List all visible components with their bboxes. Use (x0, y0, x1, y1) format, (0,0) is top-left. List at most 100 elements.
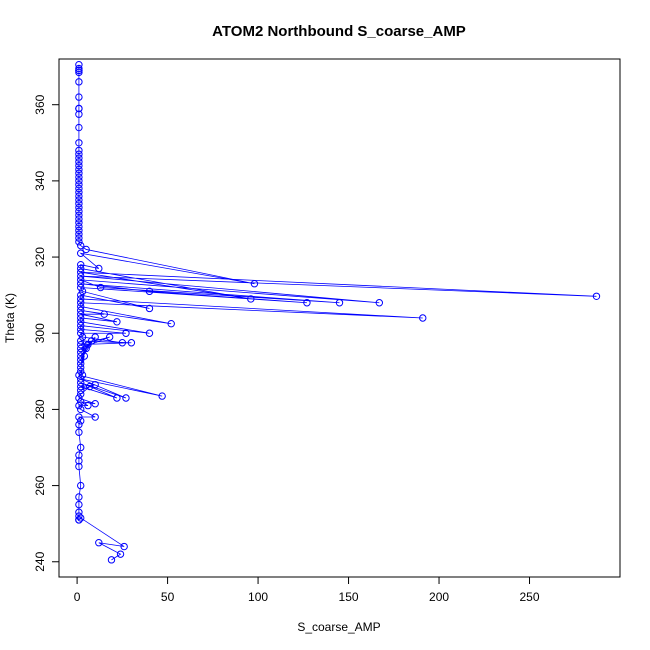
series-line-group (78, 64, 597, 561)
data-point-79 (77, 340, 85, 349)
data-point-91 (77, 363, 85, 372)
y-tick-label-2: 280 (33, 399, 47, 419)
data-point-30 (75, 215, 83, 223)
data-point-18 (75, 169, 83, 177)
data-point-106 (91, 400, 99, 408)
series-points-group (75, 61, 601, 564)
data-point-113 (77, 417, 85, 425)
data-point-100 (77, 382, 85, 391)
data-point-103 (86, 382, 94, 391)
data-point-114 (75, 420, 83, 429)
data-point-46 (592, 292, 601, 300)
x-tick-label-5: 250 (520, 590, 540, 604)
data-point-34 (75, 230, 83, 238)
data-point-110 (77, 405, 85, 414)
data-point-75 (78, 333, 87, 341)
data-point-22 (75, 184, 83, 193)
y-axis: 240 260 280 300 320 340 360 (33, 94, 59, 572)
data-point-13 (75, 150, 83, 158)
data-point-54 (303, 299, 311, 307)
data-point-43 (77, 264, 85, 273)
y-tick-label-4: 320 (33, 247, 47, 267)
y-tick-label-6: 360 (33, 94, 47, 114)
data-point-12 (75, 146, 83, 155)
data-point-20 (75, 177, 83, 185)
data-point-63 (167, 320, 175, 328)
data-point-6 (75, 93, 83, 101)
data-point-41 (95, 264, 103, 273)
data-point-29 (75, 211, 83, 219)
data-point-116 (77, 443, 85, 452)
series-line (78, 64, 597, 561)
data-point-117 (75, 451, 83, 459)
data-point-25 (75, 196, 83, 204)
data-point-128 (120, 542, 128, 551)
data-point-9 (75, 110, 83, 118)
data-point-76 (118, 339, 127, 347)
x-axis-label: S_coarse_AMP (297, 620, 380, 634)
data-point-55 (77, 283, 85, 292)
data-point-90 (80, 352, 89, 360)
data-point-78 (127, 339, 136, 347)
data-point-4 (75, 68, 83, 77)
data-point-11 (75, 139, 83, 147)
data-point-56 (78, 287, 87, 296)
y-tick-label-5: 340 (33, 171, 47, 191)
data-point-3 (75, 66, 83, 75)
data-point-1 (75, 64, 83, 73)
data-point-88 (84, 340, 92, 349)
data-point-14 (75, 154, 83, 162)
data-point-61 (77, 299, 85, 307)
data-point-74 (77, 329, 85, 337)
data-point-35 (75, 234, 83, 242)
data-point-93 (77, 367, 85, 376)
data-point-118 (75, 457, 83, 465)
y-axis-label: Theta (K) (3, 293, 17, 343)
data-point-111 (91, 413, 99, 421)
data-point-73 (122, 329, 130, 337)
data-point-97 (122, 394, 130, 402)
data-point-69 (77, 318, 85, 326)
data-point-45 (77, 268, 85, 276)
data-point-92 (78, 371, 87, 379)
data-point-50 (96, 283, 105, 292)
data-point-64 (77, 306, 85, 315)
data-point-115 (75, 428, 83, 436)
data-point-17 (75, 165, 83, 174)
data-point-109 (75, 401, 83, 410)
data-point-122 (75, 500, 83, 509)
data-point-120 (77, 481, 85, 490)
data-point-26 (75, 200, 83, 208)
data-point-94 (75, 371, 83, 379)
data-point-44 (247, 295, 255, 303)
data-point-71 (77, 321, 85, 330)
data-point-19 (75, 173, 83, 181)
data-point-130 (116, 550, 125, 558)
data-point-5 (75, 78, 83, 86)
data-point-96 (77, 375, 85, 383)
x-axis: 0 50 100 150 200 250 (74, 577, 540, 604)
data-point-107 (77, 398, 85, 406)
data-point-52 (77, 280, 85, 288)
data-point-131 (107, 556, 116, 564)
data-point-53 (145, 287, 154, 296)
y-tick-label-3: 300 (33, 323, 47, 343)
data-point-68 (77, 314, 85, 322)
data-point-33 (75, 226, 83, 235)
data-point-60 (419, 314, 427, 322)
data-point-28 (75, 207, 83, 216)
data-point-48 (375, 299, 384, 307)
data-point-40 (77, 249, 85, 257)
data-point-31 (75, 219, 83, 227)
data-point-127 (77, 514, 85, 522)
data-point-49 (77, 276, 85, 284)
data-point-112 (75, 413, 83, 421)
data-point-105 (75, 394, 83, 402)
data-point-62 (77, 302, 85, 311)
data-point-51 (335, 299, 344, 307)
data-point-10 (75, 123, 83, 132)
data-point-81 (77, 344, 85, 353)
data-point-8 (75, 104, 83, 113)
data-point-126 (75, 516, 83, 524)
